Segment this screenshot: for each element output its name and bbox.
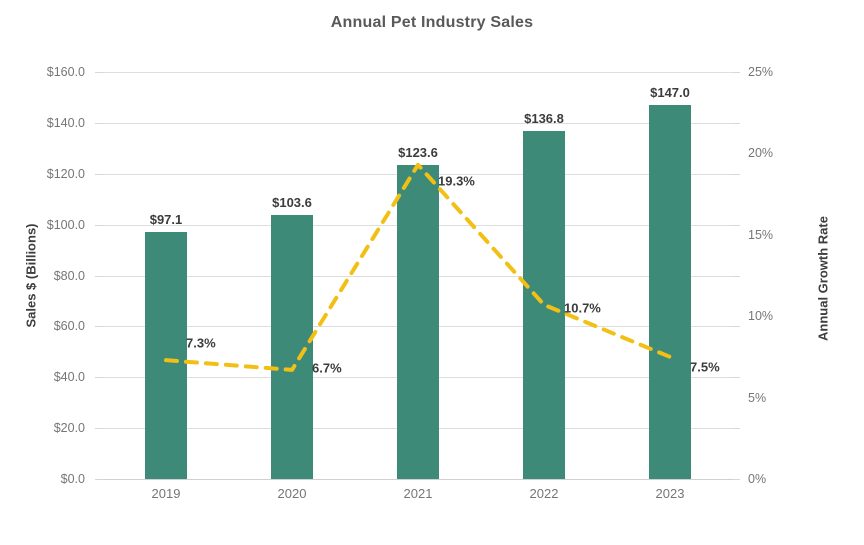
bar-value-label: $147.0	[650, 85, 690, 101]
right-axis-tick-mark	[733, 122, 740, 124]
left-axis-tick-label: $120.0	[46, 166, 85, 181]
right-axis-tick-label: 0%	[748, 472, 767, 486]
left-axis-tick-mark	[95, 326, 103, 328]
gridline	[103, 72, 733, 73]
bar-value-label: $103.6	[272, 195, 312, 211]
plot-area: $97.1 $103.6 $123.6 $136.8 $147.0 7.3% 6.7% 19.…	[95, 72, 740, 480]
gridline	[103, 479, 733, 480]
x-axis-tick-label: 2021	[403, 486, 433, 501]
bar-2021	[397, 164, 439, 479]
bar-2022	[523, 131, 565, 479]
left-axis-tick-label: $40.0	[53, 370, 85, 385]
left-axis-tick-label: $160.0	[46, 65, 85, 79]
left-axis-tick-mark	[95, 122, 103, 124]
right-axis-tick-label: 15%	[748, 227, 774, 242]
bar-value-label: $136.8	[524, 111, 564, 127]
right-axis-tick-label: 25%	[748, 65, 774, 79]
right-axis-title: Annual Growth Rate	[815, 216, 831, 341]
right-axis-tick-mark	[733, 173, 740, 175]
growth-rate-label: 10.7%	[564, 300, 601, 316]
bar-value-label: $123.6	[398, 144, 438, 160]
x-axis-tick-label: 2023	[655, 486, 685, 501]
right-axis-tick-mark	[733, 72, 740, 73]
bar-2023	[649, 105, 691, 479]
bar-2019	[145, 232, 187, 479]
growth-rate-label: 7.5%	[690, 359, 720, 375]
x-axis-tick-label: 2020	[277, 486, 307, 501]
left-axis-tick-mark	[95, 428, 103, 430]
left-axis-tick-mark	[95, 377, 103, 379]
bar-value-label: $97.1	[149, 212, 183, 228]
left-axis-tick-label: $80.0	[53, 268, 85, 283]
left-axis-tick-mark	[95, 275, 103, 277]
right-axis-tick-labels: 0% 5% 10% 15% 20% 25%	[740, 65, 800, 486]
growth-rate-line	[164, 162, 672, 372]
left-axis-tick-mark	[95, 479, 103, 480]
x-axis-tick-labels: 2019 2020 2021 2022 2023	[103, 486, 733, 506]
growth-rate-label: 19.3%	[438, 173, 475, 189]
right-axis-tick-label: 10%	[748, 309, 774, 324]
left-axis-tick-labels: $0.0 $20.0 $40.0 $60.0 $80.0 $100.0 $120.0 $140…	[0, 65, 95, 486]
left-axis-tick-mark	[95, 173, 103, 175]
right-axis-tick-label: 5%	[748, 390, 767, 405]
left-axis-tick-label: $140.0	[46, 115, 85, 130]
x-axis-tick-label: 2019	[151, 486, 181, 501]
bar-2020	[271, 215, 313, 479]
x-axis-tick-label: 2022	[529, 486, 559, 501]
right-axis-tick-mark	[733, 428, 740, 430]
growth-rate-label: 7.3%	[186, 335, 216, 351]
right-axis-tick-mark	[733, 275, 740, 277]
left-axis-tick-mark	[95, 224, 103, 226]
chart-title: Annual Pet Industry Sales	[330, 14, 534, 31]
growth-rate-label: 6.7%	[312, 360, 342, 376]
left-axis-tick-label: $60.0	[53, 319, 85, 334]
gridline	[103, 122, 733, 124]
right-axis-tick-label: 20%	[748, 146, 774, 161]
right-axis-tick-mark	[733, 377, 740, 379]
left-axis-tick-mark	[95, 72, 103, 73]
right-axis-tick-mark	[733, 326, 740, 328]
growth-rate-polyline	[164, 162, 672, 372]
left-axis-tick-label: $0.0	[60, 472, 85, 486]
right-axis-tick-mark	[733, 224, 740, 226]
right-axis-tick-mark	[733, 479, 740, 480]
left-axis-tick-label: $20.0	[53, 421, 85, 436]
left-axis-tick-label: $100.0	[46, 217, 85, 232]
